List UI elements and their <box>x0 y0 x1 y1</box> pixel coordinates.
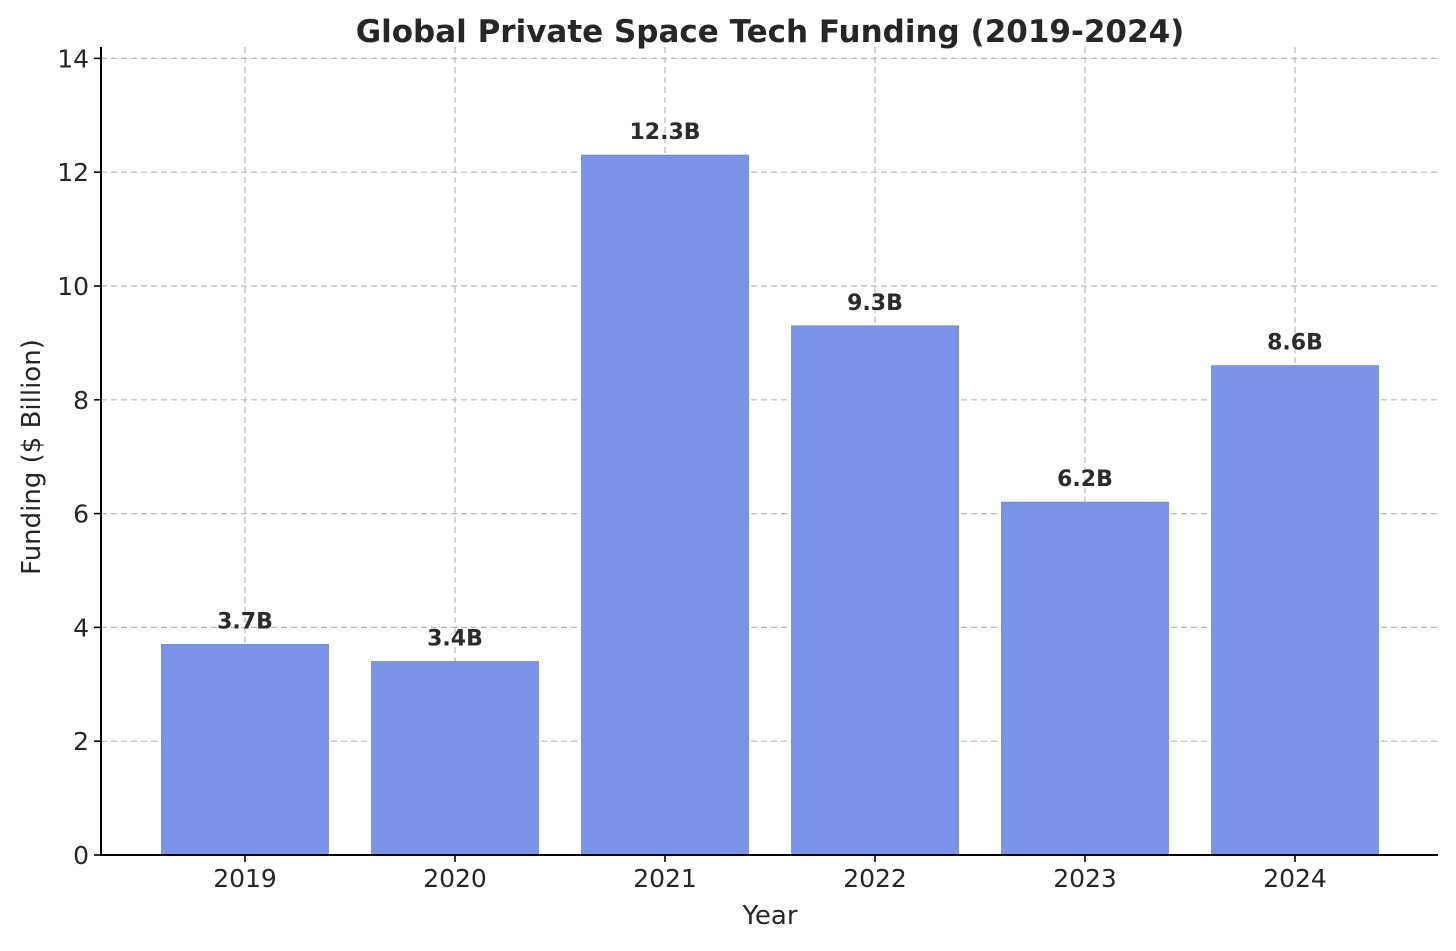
y-tick-label: 6 <box>73 500 89 529</box>
data-label-2023: 6.2B <box>1057 467 1113 492</box>
x-tick-label: 2019 <box>213 864 277 893</box>
x-tick-label: 2022 <box>843 864 907 893</box>
y-tick-label: 8 <box>73 386 89 415</box>
y-tick-label: 12 <box>57 158 89 187</box>
bar-layer <box>161 154 1379 856</box>
x-tick-label: 2024 <box>1263 864 1327 893</box>
data-label-2019: 3.7B <box>217 609 273 634</box>
data-label-2024: 8.6B <box>1267 331 1323 356</box>
y-axis-label: Funding ($ Billion) <box>17 339 47 575</box>
bar-2019 <box>161 644 329 856</box>
y-tick-label: 10 <box>57 272 89 301</box>
label-layer: 3.7B 3.4B 12.3B 9.3B 6.2B 8.6B <box>217 120 1323 651</box>
bar-2024 <box>1211 365 1379 856</box>
x-tick-label: 2023 <box>1053 864 1117 893</box>
bar-2023 <box>1001 501 1169 856</box>
x-tick-label: 2021 <box>633 864 697 893</box>
y-tick-label: 4 <box>73 613 89 642</box>
x-tick-label: 2020 <box>423 864 487 893</box>
bar-2021 <box>581 154 749 856</box>
chart-title: Global Private Space Tech Funding (2019-… <box>356 14 1185 50</box>
y-tick-label: 14 <box>57 44 89 73</box>
data-label-2022: 9.3B <box>847 291 903 316</box>
axis-layer: 0 2 4 6 8 10 12 14 2019 2020 2021 2022 2023 2024 <box>57 44 1438 893</box>
data-label-2020: 3.4B <box>427 627 483 652</box>
y-tick-label: 2 <box>73 727 89 756</box>
x-axis-label: Year <box>741 901 797 931</box>
bar-2022 <box>791 325 959 856</box>
data-label-2021: 12.3B <box>629 120 700 145</box>
y-tick-label: 0 <box>73 841 89 870</box>
bar-2020 <box>371 661 539 856</box>
